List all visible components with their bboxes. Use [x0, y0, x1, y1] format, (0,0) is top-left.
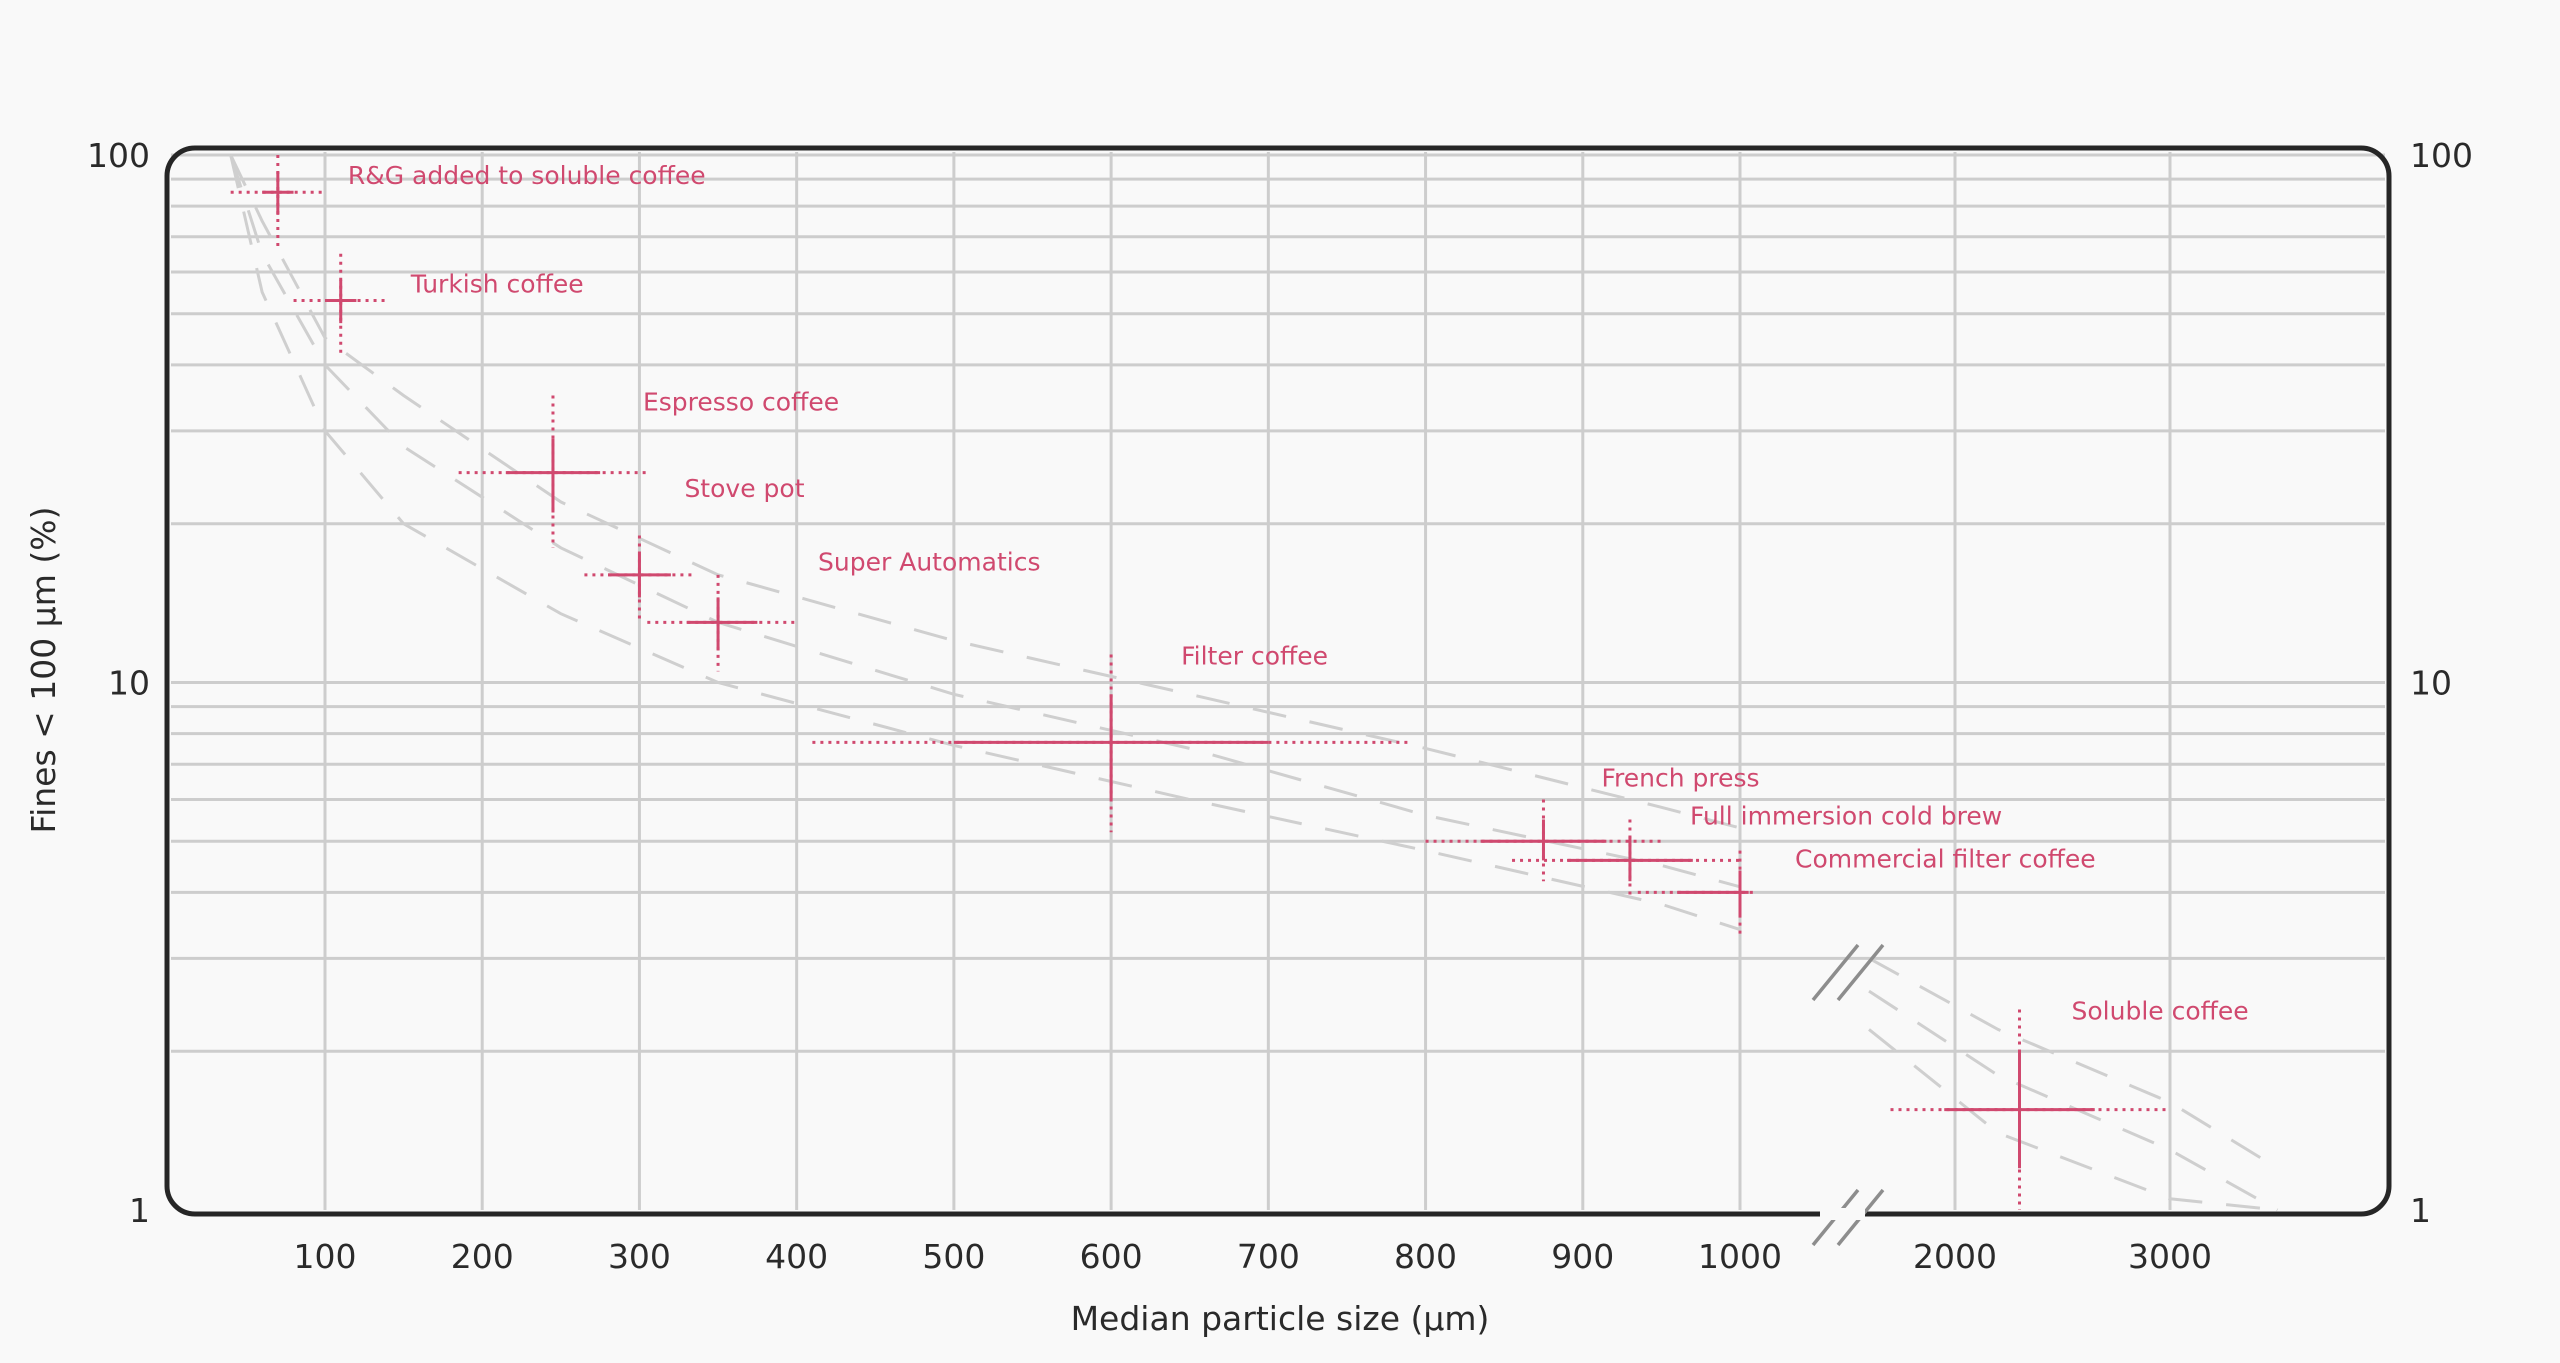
x-tick-label: 200	[451, 1237, 514, 1276]
point-label: Commercial filter coffee	[1795, 844, 2096, 873]
y-tick-label: 100	[87, 136, 150, 175]
data-points: R&G added to soluble coffee Turkish coffe…	[230, 155, 2249, 1210]
point-label: French press	[1601, 763, 1759, 792]
data-point: Stove pot	[584, 474, 805, 623]
y-tick-label: 1	[129, 1191, 150, 1230]
point-label: Soluble coffee	[2072, 997, 2249, 1026]
x-tick-label: 700	[1237, 1237, 1300, 1276]
point-label: Full immersion cold brew	[1690, 801, 2002, 830]
x-tick-label: 100	[294, 1237, 357, 1276]
data-point: Super Automatics	[647, 547, 1040, 672]
point-label: Filter coffee	[1181, 641, 1328, 670]
trend-band-2	[229, 154, 1741, 932]
break-mark-top	[1811, 943, 1860, 1002]
data-point: Full immersion cold brew	[1512, 801, 2002, 899]
trend-band-0	[229, 154, 1741, 830]
point-label: Super Automatics	[818, 547, 1040, 576]
x-tick-label: 1000	[1698, 1237, 1782, 1276]
data-point: French press	[1425, 763, 1760, 882]
x-tick-label: 900	[1551, 1237, 1614, 1276]
data-point: Filter coffee	[812, 641, 1410, 833]
tick-labels: 100 200 300 400 500 600 700 800 900 1000 2000 3000 1…	[87, 136, 2473, 1276]
y-tick-label: 10	[108, 664, 150, 703]
point-label: Stove pot	[684, 474, 804, 503]
y-axis-label: Fines < 100 µm (%)	[24, 506, 63, 833]
y-tick-label-right: 10	[2410, 664, 2452, 703]
data-point: R&G added to soluble coffee	[230, 155, 706, 247]
trend-band-after-break-0	[1868, 956, 2279, 1170]
point-label: Turkish coffee	[410, 269, 584, 298]
x-tick-label: 400	[765, 1237, 828, 1276]
x-tick-label: 500	[922, 1237, 985, 1276]
data-point: Soluble coffee	[1890, 997, 2249, 1210]
x-tick-label: 600	[1080, 1237, 1143, 1276]
x-tick-label: 300	[608, 1237, 671, 1276]
y-tick-label-right: 100	[2410, 136, 2473, 175]
point-label: Espresso coffee	[643, 388, 839, 417]
trend-band-after-break-2	[1868, 1028, 2278, 1212]
x-tick-label: 3000	[2128, 1237, 2212, 1276]
plot-frame	[164, 145, 2392, 1217]
point-label: R&G added to soluble coffee	[348, 161, 706, 190]
data-point: Espresso coffee	[458, 388, 839, 548]
trend-band-after-break-1	[1868, 989, 2279, 1212]
data-point: Turkish coffee	[293, 253, 584, 354]
break-gap	[1820, 1208, 1865, 1220]
grid	[171, 152, 2385, 1210]
data-point: Commercial filter coffee	[1637, 844, 2096, 937]
y-tick-label-right: 1	[2410, 1191, 2431, 1230]
x-axis-label: Median particle size (µm)	[1071, 1299, 1490, 1338]
axis-break	[1811, 943, 1885, 1247]
trend-band-1	[229, 154, 1741, 889]
x-tick-label: 800	[1394, 1237, 1457, 1276]
x-tick-label: 2000	[1913, 1237, 1997, 1276]
break-mark-top	[1836, 943, 1885, 1002]
